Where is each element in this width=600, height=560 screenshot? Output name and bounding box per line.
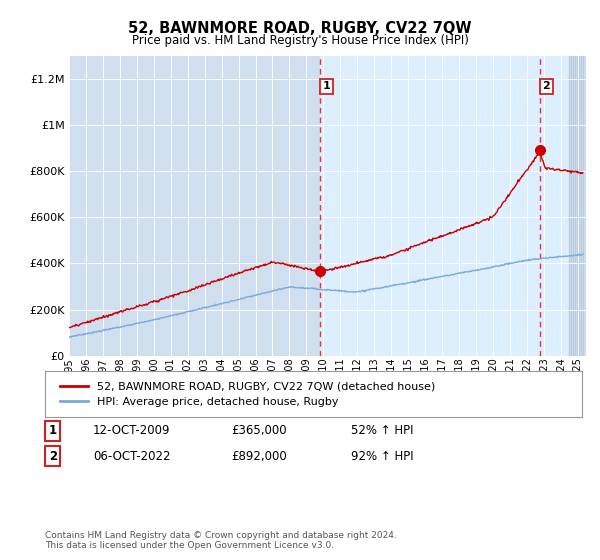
Text: 2: 2 <box>49 450 57 463</box>
Text: 52, BAWNMORE ROAD, RUGBY, CV22 7QW: 52, BAWNMORE ROAD, RUGBY, CV22 7QW <box>128 21 472 36</box>
Text: 92% ↑ HPI: 92% ↑ HPI <box>351 450 413 463</box>
Text: 06-OCT-2022: 06-OCT-2022 <box>93 450 170 463</box>
Text: 2: 2 <box>542 81 550 91</box>
Bar <box>320 56 586 356</box>
Text: 1: 1 <box>49 424 57 437</box>
Bar <box>569 56 586 356</box>
Legend: 52, BAWNMORE ROAD, RUGBY, CV22 7QW (detached house), HPI: Average price, detache: 52, BAWNMORE ROAD, RUGBY, CV22 7QW (deta… <box>56 377 440 412</box>
Text: 1: 1 <box>322 81 330 91</box>
Text: Price paid vs. HM Land Registry's House Price Index (HPI): Price paid vs. HM Land Registry's House … <box>131 34 469 46</box>
Text: Contains HM Land Registry data © Crown copyright and database right 2024.
This d: Contains HM Land Registry data © Crown c… <box>45 530 397 550</box>
Text: 52% ↑ HPI: 52% ↑ HPI <box>351 424 413 437</box>
Text: £892,000: £892,000 <box>231 450 287 463</box>
Text: £365,000: £365,000 <box>231 424 287 437</box>
Text: 12-OCT-2009: 12-OCT-2009 <box>93 424 170 437</box>
